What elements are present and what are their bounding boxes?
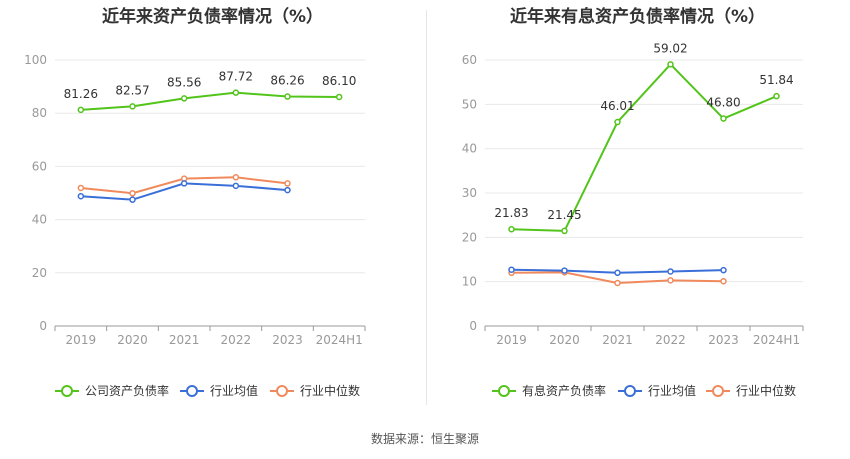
x-tick-label: 2020 xyxy=(117,333,148,347)
x-tick-label: 2024H1 xyxy=(316,333,363,347)
data-label: 86.26 xyxy=(270,74,304,88)
x-tick-label: 2020 xyxy=(549,333,580,347)
data-point xyxy=(508,225,515,233)
data-point xyxy=(232,174,240,181)
legend-swatch-marker xyxy=(276,385,288,397)
data-point xyxy=(720,277,727,285)
data-point xyxy=(284,93,291,100)
y-tick-label: 0 xyxy=(39,319,47,333)
x-tick-label: 2019 xyxy=(66,333,97,347)
data-label: 59.02 xyxy=(653,41,687,55)
data-point xyxy=(614,269,621,277)
data-label: 46.80 xyxy=(706,96,740,110)
legend-label: 行业中位数 xyxy=(736,383,796,398)
data-label: 51.84 xyxy=(759,73,793,87)
legend-swatch-marker xyxy=(712,385,724,397)
y-tick-label: 20 xyxy=(32,266,47,280)
data-point xyxy=(284,180,291,187)
data-point xyxy=(667,268,674,275)
data-label: 21.83 xyxy=(494,206,528,220)
data-point xyxy=(561,267,568,274)
data-point xyxy=(667,61,674,68)
legend-label: 公司资产负债率 xyxy=(85,383,169,398)
data-point xyxy=(129,196,136,203)
chart-title-left: 近年来资产负债率情况（%） xyxy=(101,7,324,27)
legend-label: 有息资产负债率 xyxy=(522,383,606,398)
y-tick-label: 50 xyxy=(462,97,477,111)
series-line-0 xyxy=(511,62,777,232)
data-point xyxy=(232,89,240,96)
y-tick-label: 100 xyxy=(24,53,47,67)
legend-swatch-marker xyxy=(498,385,510,397)
data-label: 86.10 xyxy=(322,74,356,88)
data-point xyxy=(180,180,188,187)
data-label: 85.56 xyxy=(167,75,201,89)
data-point xyxy=(284,186,291,194)
x-tick-label: 2024H1 xyxy=(753,333,800,347)
series-line-0 xyxy=(80,91,340,111)
data-point xyxy=(77,184,85,192)
panel-divider xyxy=(426,10,427,405)
data-label: 21.45 xyxy=(547,208,581,222)
data-source-note: 数据来源：恒生聚源 xyxy=(370,432,479,446)
data-label: 87.72 xyxy=(219,70,253,84)
x-tick-label: 2022 xyxy=(655,333,686,347)
data-point xyxy=(129,190,136,197)
x-tick-label: 2023 xyxy=(272,333,303,347)
y-tick-label: 20 xyxy=(462,230,477,244)
data-point xyxy=(773,92,780,100)
y-tick-label: 80 xyxy=(32,106,47,120)
y-tick-label: 30 xyxy=(462,186,477,200)
data-point xyxy=(180,95,188,102)
legend-swatch-marker xyxy=(186,385,198,397)
data-point xyxy=(720,115,727,122)
y-tick-label: 40 xyxy=(32,213,47,227)
data-point xyxy=(77,192,85,200)
y-tick-label: 40 xyxy=(462,142,477,156)
data-point xyxy=(77,106,85,114)
data-label: 81.26 xyxy=(64,87,98,101)
y-tick-label: 60 xyxy=(32,159,47,173)
data-label: 46.01 xyxy=(600,99,634,113)
data-point xyxy=(667,277,674,284)
y-tick-label: 10 xyxy=(462,275,477,289)
chart-title-right: 近年来有息资产负债率情况（%） xyxy=(509,7,766,27)
data-label: 82.57 xyxy=(115,83,149,97)
data-point xyxy=(614,118,621,126)
legend-swatch-marker xyxy=(624,385,636,397)
data-point xyxy=(129,103,136,110)
data-point xyxy=(508,266,515,273)
x-tick-label: 2019 xyxy=(496,333,527,347)
legend-label: 行业均值 xyxy=(648,383,696,398)
data-point xyxy=(720,266,727,274)
data-point xyxy=(561,227,568,235)
legend-label: 行业均值 xyxy=(210,383,258,398)
data-point xyxy=(614,279,621,287)
x-tick-label: 2023 xyxy=(708,333,739,347)
data-point xyxy=(335,93,343,101)
x-tick-label: 2021 xyxy=(602,333,633,347)
legend-swatch-marker xyxy=(61,385,73,397)
x-tick-label: 2022 xyxy=(221,333,252,347)
legend-label: 行业中位数 xyxy=(300,383,360,398)
y-tick-label: 0 xyxy=(469,319,477,333)
x-tick-label: 2021 xyxy=(169,333,200,347)
data-point xyxy=(232,182,240,190)
y-tick-label: 60 xyxy=(462,53,477,67)
